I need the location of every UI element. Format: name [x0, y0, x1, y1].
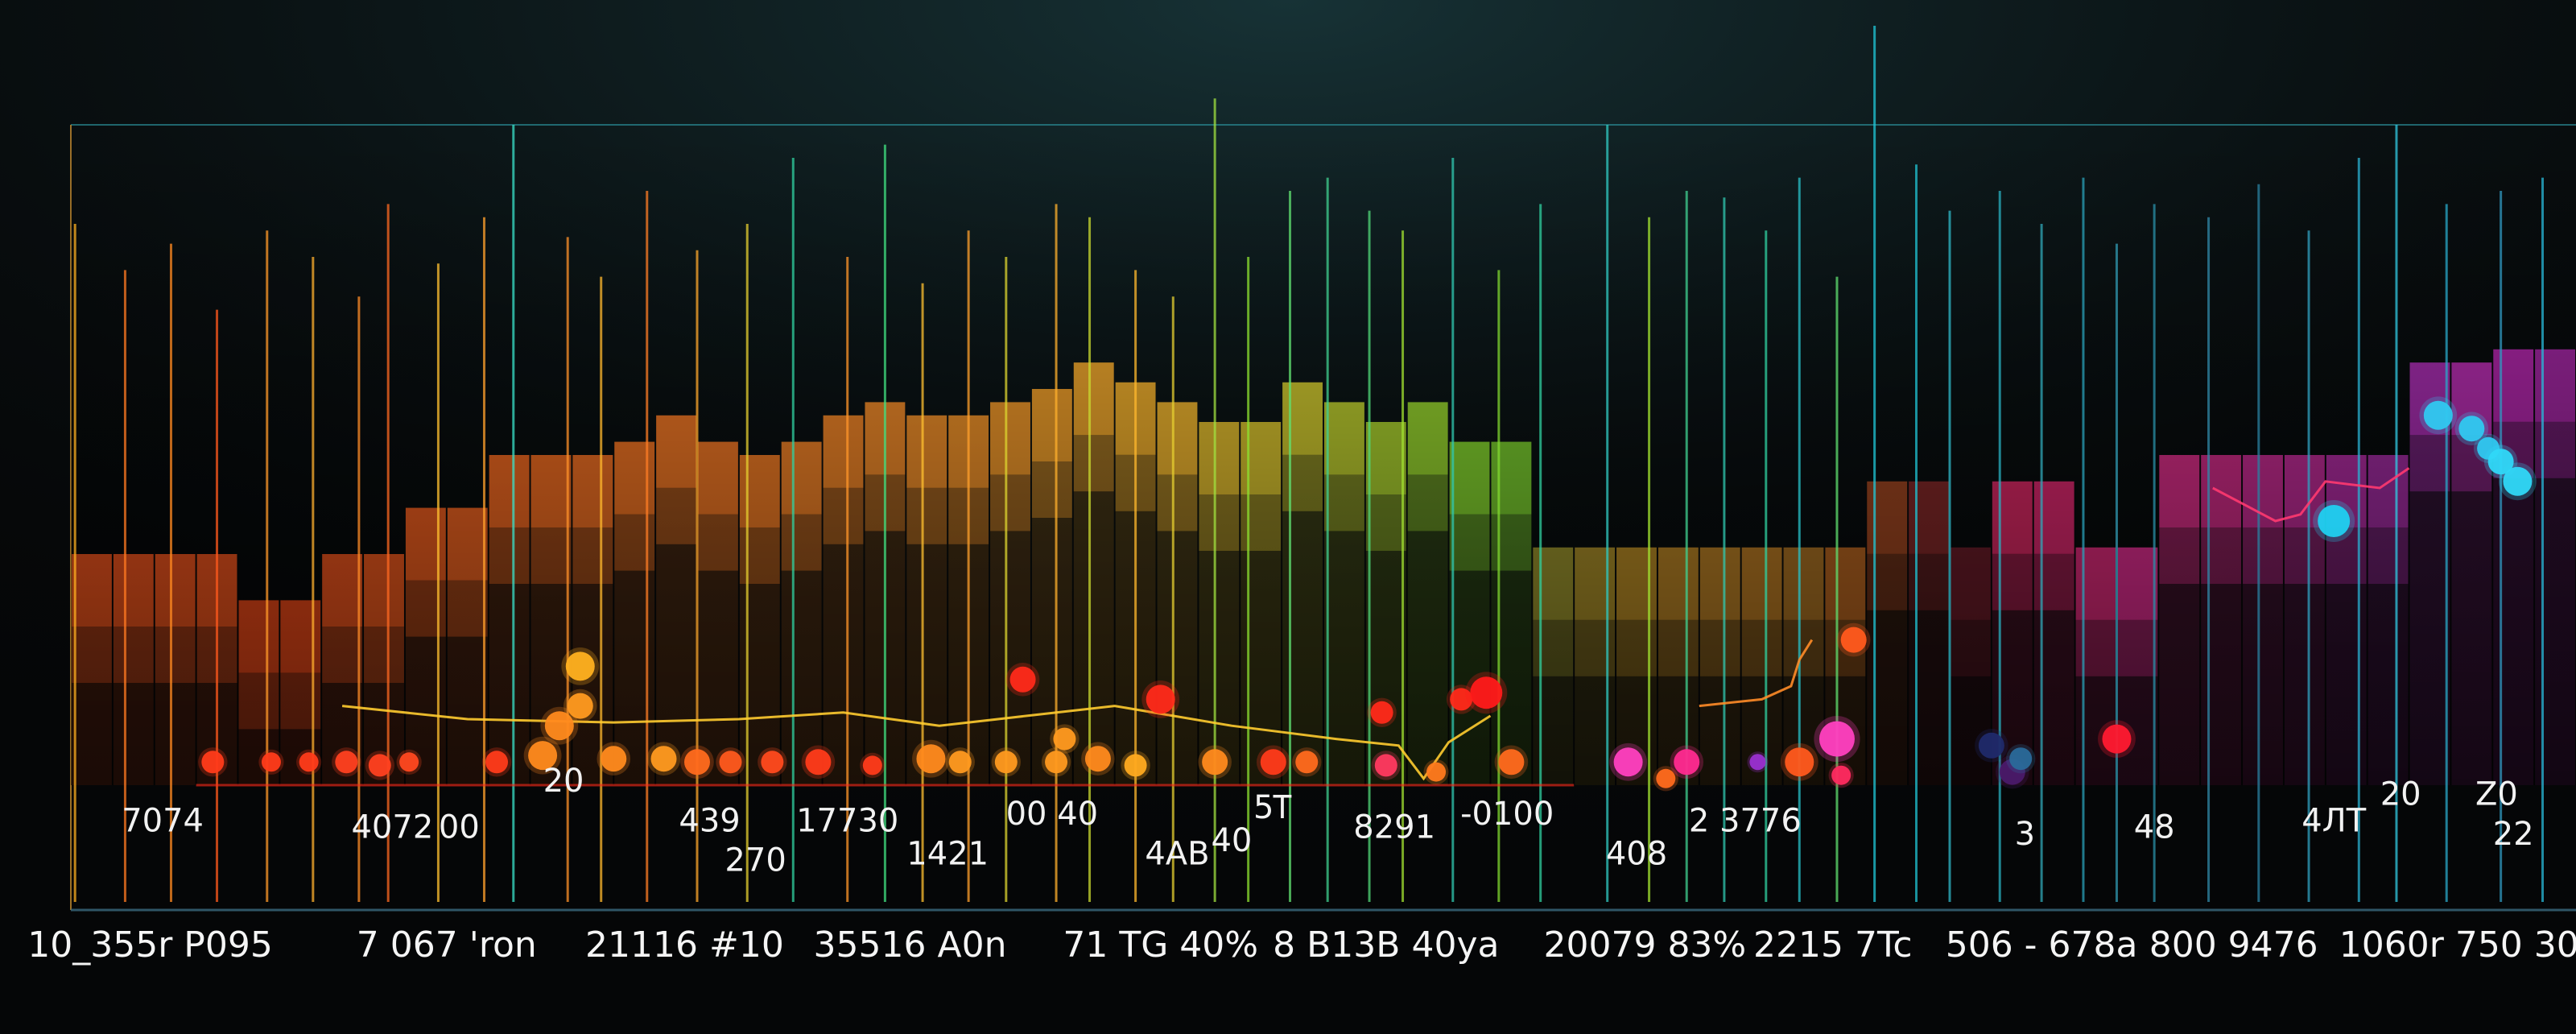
- data-point: [368, 754, 391, 777]
- data-label: 1421: [906, 835, 989, 872]
- data-point: [684, 749, 710, 776]
- series-line: [341, 705, 1492, 781]
- x-axis-labels: 10_355r P095 7 067 'ron 21116 #10 35516 A0n…: [27, 924, 2576, 966]
- data-point: [1978, 732, 2004, 759]
- data-point: [299, 752, 319, 772]
- data-point: [1831, 765, 1852, 785]
- data-label: 439: [679, 802, 740, 839]
- data-label: Z0: [2475, 776, 2518, 813]
- data-label: 48: [2134, 809, 2175, 846]
- x-tick-label: 20079 83%: [1543, 924, 1746, 966]
- data-label: 3: [2015, 816, 2035, 853]
- data-label: 00: [439, 809, 480, 846]
- x-tick-label: 21116 #10: [585, 924, 784, 966]
- data-point: [1053, 727, 1076, 751]
- data-label: 17730: [796, 802, 898, 839]
- data-point: [1450, 688, 1473, 711]
- data-point: [916, 744, 946, 774]
- vertical-gridlines: [73, 26, 2545, 902]
- data-point: [1045, 751, 1068, 774]
- data-point: [1426, 762, 1447, 782]
- data-label: 2 3776: [1689, 802, 1802, 839]
- data-label: 4072: [351, 809, 433, 846]
- data-point: [1124, 754, 1147, 777]
- data-point: [399, 752, 419, 772]
- series-line: [1699, 639, 1814, 708]
- x-tick-label: 506 - 678a: [1946, 924, 2138, 966]
- data-point: [1674, 749, 1700, 776]
- data-point: [2318, 505, 2351, 537]
- series-line: [2212, 467, 2410, 523]
- data-point: [650, 746, 677, 772]
- data-point: [994, 751, 1018, 774]
- data-point: [528, 741, 558, 771]
- data-point: [1656, 768, 1676, 788]
- data-label: 7074: [122, 802, 204, 839]
- data-point: [1818, 721, 1855, 757]
- data-point: [2503, 466, 2533, 496]
- data-label: 20: [543, 763, 584, 800]
- data-label: 408: [1606, 835, 1667, 872]
- data-point: [601, 746, 627, 772]
- data-point: [201, 751, 225, 774]
- data-point: [719, 751, 742, 774]
- x-tick-label: 800 9476: [2149, 924, 2318, 966]
- data-point: [1840, 627, 1867, 653]
- data-label: 4AB: [1145, 835, 1209, 872]
- data-label: 8291: [1353, 809, 1435, 846]
- data-point: [862, 755, 882, 776]
- x-tick-label: 1060r 750 30: [2339, 924, 2576, 966]
- data-label: 270: [724, 842, 786, 879]
- data-point: [948, 751, 972, 774]
- data-label: 5Ꭲ: [1253, 789, 1294, 826]
- bar-series: [71, 125, 2576, 785]
- data-point: [2009, 747, 2033, 771]
- data-point: [1613, 747, 1643, 777]
- x-tick-label: 71 TG 40%: [1063, 924, 1258, 966]
- data-point: [261, 752, 281, 772]
- scatter-points: [198, 396, 2537, 792]
- data-point: [1202, 749, 1228, 776]
- data-point: [1009, 666, 1036, 693]
- data-point: [1785, 747, 1814, 777]
- line-series: [196, 467, 2410, 787]
- data-point: [567, 693, 593, 719]
- data-point: [1146, 685, 1175, 714]
- data-point: [1260, 749, 1286, 776]
- data-point: [1370, 701, 1393, 724]
- data-label: 4ЛТ: [2301, 802, 2367, 839]
- data-label: 20: [2380, 776, 2421, 813]
- x-tick-label: 35516 A0n: [814, 924, 1007, 966]
- bar-shade: [71, 125, 2576, 785]
- data-point: [544, 711, 574, 741]
- data-point: [485, 751, 509, 774]
- data-point: [1749, 754, 1766, 771]
- data-point: [2423, 400, 2453, 430]
- data-label: 22: [2493, 816, 2534, 853]
- data-point: [335, 751, 358, 774]
- x-tick-label: 8 B13B 40ya: [1273, 924, 1499, 966]
- data-point: [805, 749, 832, 776]
- data-point: [1084, 746, 1111, 772]
- data-label: 00 40: [1006, 796, 1099, 833]
- data-point: [2458, 416, 2485, 442]
- data-label: -0100: [1460, 796, 1554, 833]
- x-tick-label: 10_355r P095: [27, 924, 273, 966]
- data-label: 40: [1211, 822, 1252, 859]
- data-point: [1295, 751, 1319, 774]
- x-tick-label: 2215 7Tc: [1753, 924, 1913, 966]
- data-point: [2487, 449, 2514, 475]
- data-point: [761, 751, 784, 774]
- x-tick-label: 7 067 'ron: [357, 924, 537, 966]
- data-point: [2102, 724, 2132, 754]
- data-point: [1374, 754, 1397, 777]
- data-point: [565, 651, 595, 681]
- data-point: [1470, 676, 1503, 709]
- data-point: [1498, 749, 1525, 776]
